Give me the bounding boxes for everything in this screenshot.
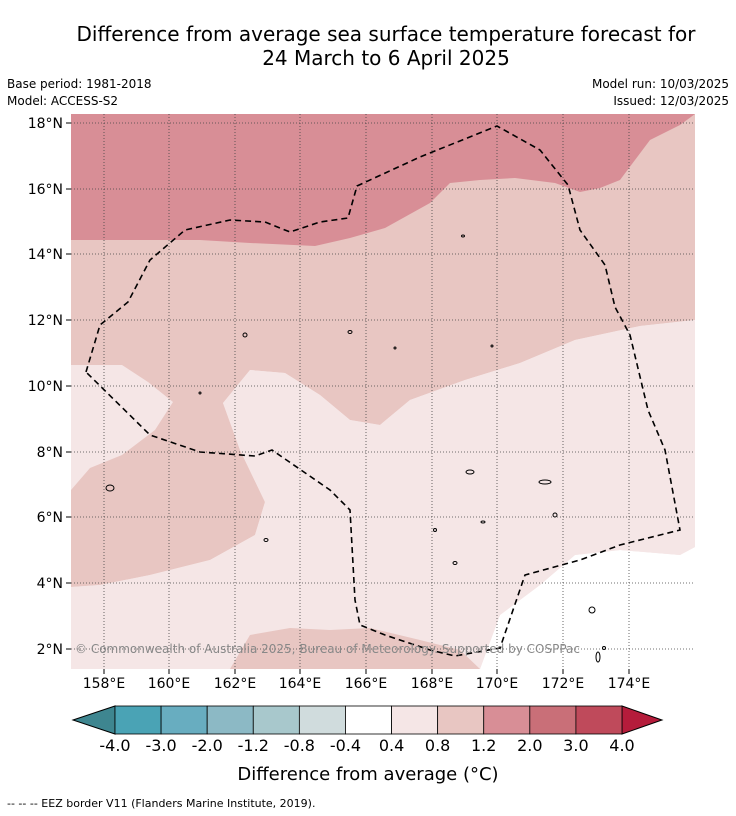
colorbar-cell	[114, 705, 162, 735]
colorbar-tick-label: 3.0	[563, 736, 588, 755]
lon-label: 160°E	[148, 676, 191, 692]
anomaly-band-0.8-1.2-south	[230, 628, 480, 669]
issued-date: Issued: 12/03/2025	[613, 94, 729, 108]
lat-label: 18°N	[28, 116, 63, 132]
colorbar-tick-label: 4.0	[609, 736, 634, 755]
eez-footnote: -- -- -- EEZ border V11 (Flanders Marine…	[7, 797, 316, 810]
colorbar: -4.0 -3.0 -2.0 -1.2 -0.8 -0.4 0.4 0.8 1.2 2.0 3.0 4…	[71, 705, 664, 785]
colorbar-tick-label: -3.0	[145, 736, 176, 755]
islands	[105, 234, 606, 663]
anomaly-field	[71, 114, 695, 669]
lat-label: 12°N	[28, 313, 63, 329]
lat-label: 4°N	[37, 576, 63, 592]
lon-label: 162°E	[214, 676, 257, 692]
model-name: Model: ACCESS-S2	[7, 94, 119, 108]
colorbar-tick-label: -0.8	[284, 736, 315, 755]
anomaly-band-neutral	[480, 547, 695, 669]
map-title-line1: Difference from average sea surface temp…	[76, 22, 696, 46]
map-title-line2: 24 March to 6 April 2025	[262, 46, 510, 70]
colorbar-under-arrow	[71, 705, 116, 735]
y-ticks	[66, 122, 71, 650]
eez-border	[85, 125, 681, 657]
colorbar-tick-label: -4.0	[99, 736, 130, 755]
colorbar-tick-label: -0.4	[330, 736, 361, 755]
lon-label: 168°E	[411, 676, 454, 692]
lon-label: 172°E	[542, 676, 585, 692]
lon-label: 164°E	[279, 676, 322, 692]
lat-label: 8°N	[37, 445, 63, 461]
anomaly-band-0.4-0.8-south	[71, 320, 695, 669]
lat-label: 2°N	[37, 642, 63, 658]
copyright-text: © Commonwealth of Australia 2025, Bureau…	[75, 642, 580, 656]
lat-labels: 18°N 16°N 14°N 12°N 10°N 8°N 6°N 4°N 2°N	[28, 116, 63, 658]
lat-label: 6°N	[37, 510, 63, 526]
lon-label: 158°E	[83, 676, 126, 692]
colorbar-tick-label: 0.4	[379, 736, 404, 755]
colorbar-tick-label: 0.8	[425, 736, 450, 755]
colorbar-tick-label: -2.0	[192, 736, 223, 755]
colorbar-label: Difference from average (°C)	[237, 764, 498, 785]
colorbar-cell	[206, 705, 254, 735]
colorbar-tick-label: -1.2	[238, 736, 269, 755]
colorbar-over-arrow	[621, 705, 664, 735]
colorbar-cell	[529, 705, 577, 735]
colorbar-cell	[391, 705, 439, 735]
colorbar-cell	[437, 705, 485, 735]
lat-label: 16°N	[28, 182, 63, 198]
base-period: Base period: 1981-2018	[7, 77, 152, 91]
lat-label: 10°N	[28, 379, 63, 395]
lon-label: 174°E	[608, 676, 651, 692]
lon-label: 166°E	[345, 676, 388, 692]
colorbar-tick-label: 2.0	[517, 736, 542, 755]
lat-label: 14°N	[28, 247, 63, 263]
lon-labels: 158°E 160°E 162°E 164°E 166°E 168°E 170°…	[83, 676, 651, 692]
x-ticks	[103, 669, 630, 674]
colorbar-cell	[575, 705, 623, 735]
colorbar-tick-label: 1.2	[471, 736, 496, 755]
colorbar-cell	[160, 705, 208, 735]
colorbar-cell	[483, 705, 531, 735]
gridlines	[71, 114, 695, 669]
model-run: Model run: 10/03/2025	[591, 77, 729, 91]
anomaly-band-1.2-2.0	[71, 114, 695, 246]
colorbar-cell	[298, 705, 346, 735]
lon-label: 170°E	[476, 676, 519, 692]
colorbar-cell	[252, 705, 300, 735]
colorbar-cell	[345, 705, 392, 735]
